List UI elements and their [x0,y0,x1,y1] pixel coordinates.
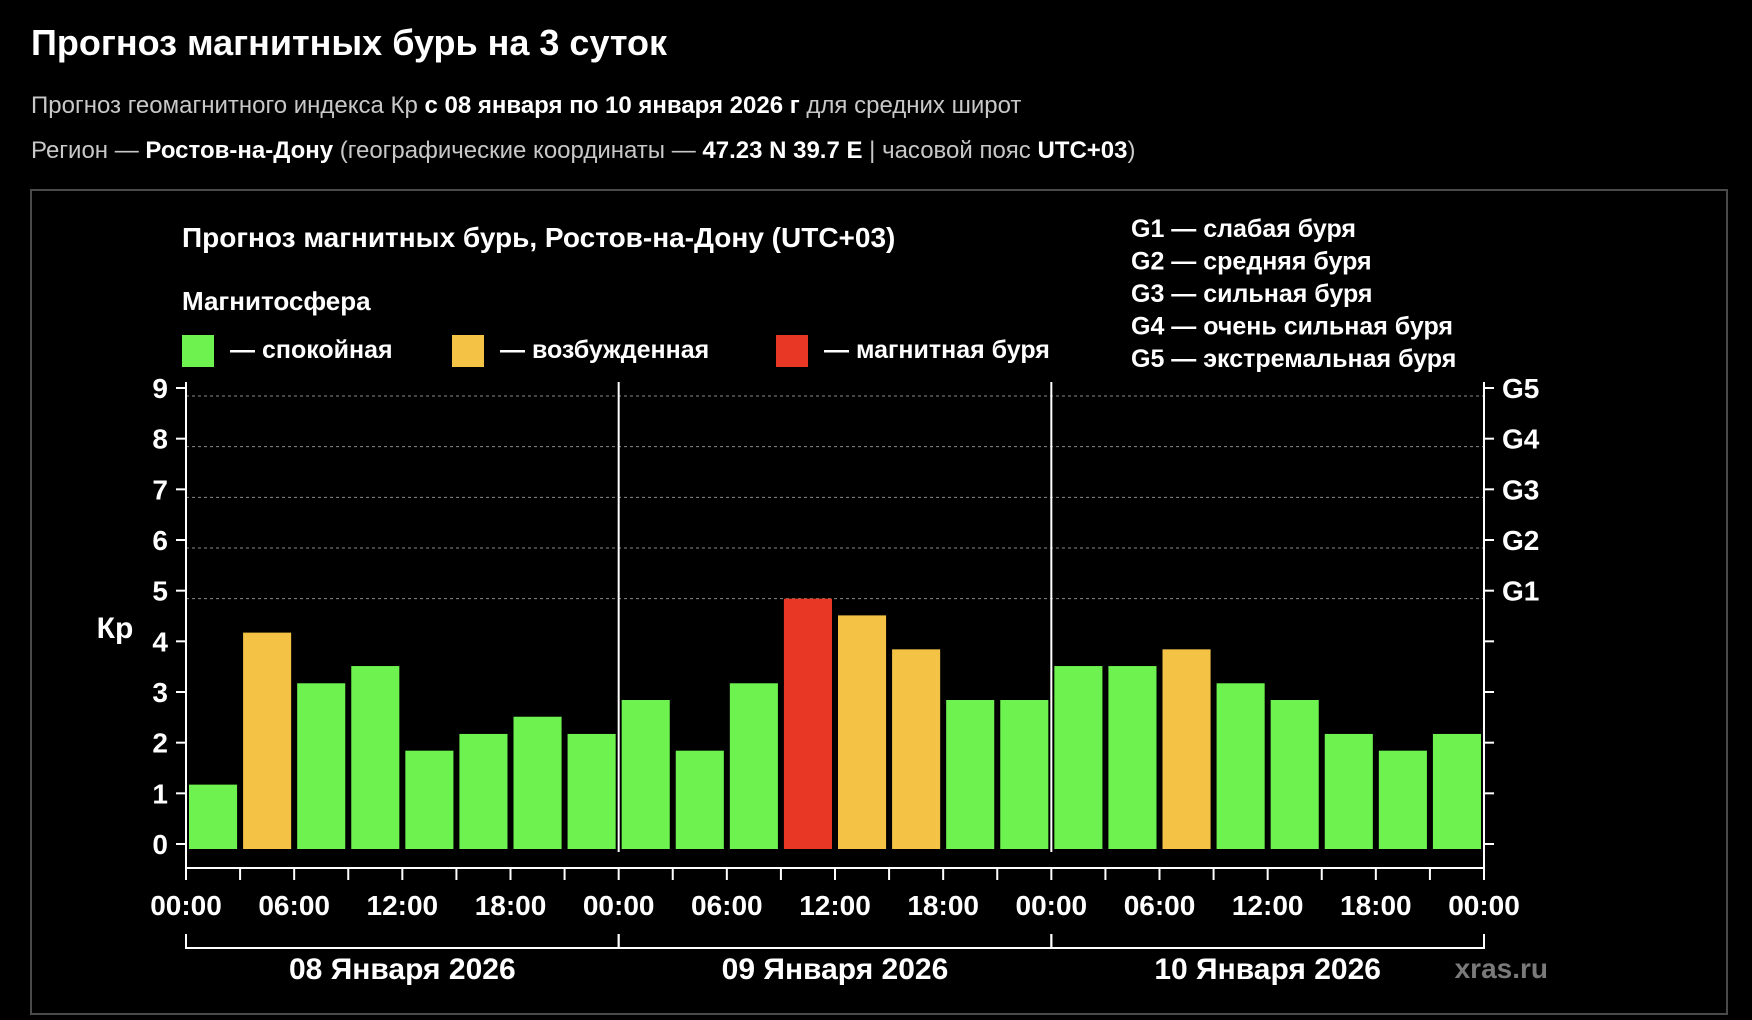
kp-bar [1432,733,1481,849]
kp-bar [621,700,670,849]
x-tick-label: 00:00 [1448,890,1520,921]
day-bracket [617,934,1053,949]
kp-bar [675,750,724,849]
g-level-label: G5 [1502,373,1539,404]
coords-prefix: (географические координаты — [333,137,703,164]
kp-bar [892,649,941,849]
region-prefix: Регион — [31,137,146,164]
x-tick-label: 00:00 [583,890,655,921]
kp-bar [567,733,616,849]
kp-bar [1378,750,1427,849]
legend-swatch-1 [452,335,484,367]
date-range: с 08 января по 10 января 2026 г [424,92,800,119]
day-label: 10 Января 2026 [1154,953,1381,986]
y-tick-label: 6 [152,525,168,556]
kp-bar [1270,700,1319,849]
y-tick-label: 1 [152,778,168,809]
y-tick-label: 9 [152,373,168,404]
legend-label-1: — возбужденная [500,336,709,364]
x-tick-label: 18:00 [907,890,979,921]
legend-label-2: — магнитная буря [824,336,1050,364]
kp-bar [189,784,238,849]
legend-swatch-2 [776,335,808,367]
x-tick-label: 18:00 [475,890,547,921]
x-tick-label: 06:00 [691,890,763,921]
legend-label-0: — спокойная [230,336,393,364]
y-tick-label: 8 [152,424,168,455]
x-tick-label: 00:00 [1016,890,1088,921]
chart-title: Прогноз магнитных бурь, Ростов-на-Дону (… [182,222,895,253]
watermark: xras.ru [1455,953,1548,984]
kp-bar [1054,666,1103,849]
g-legend-item-2: G3 — сильная буря [1131,280,1373,308]
g-legend-item-3: G4 — очень сильная буря [1131,313,1453,341]
g-level-label: G4 [1502,424,1540,455]
y-tick-label: 5 [152,576,168,607]
x-tick-label: 18:00 [1340,890,1412,921]
g-level-label: G3 [1502,474,1539,505]
kp-bar [946,700,995,849]
kp-bar [351,666,400,849]
y-tick-label: 7 [152,474,168,505]
day-bracket [185,934,620,949]
kp-bar [783,598,832,849]
kp-bar [729,683,778,849]
x-tick-label: 12:00 [799,890,871,921]
kp-bar [1162,649,1211,849]
y-tick-label: 2 [152,728,168,759]
kp-bar [1324,733,1373,849]
kp-bar [459,733,508,849]
day-bracket [1050,934,1485,949]
magnetosphere-title: Магнитосфера [182,286,371,316]
y-tick-label: 0 [152,829,168,860]
g-legend-item-0: G1 — слабая буря [1131,215,1356,243]
y-tick-label: 4 [152,626,168,657]
kp-bar [1108,666,1157,849]
day-label: 08 Января 2026 [289,953,516,986]
g-level-label: G1 [1502,576,1539,607]
g-level-label: G2 [1502,525,1539,556]
y-tick-label: 3 [152,677,168,708]
x-tick-label: 00:00 [150,890,222,921]
kp-bar [838,615,887,849]
forecast-description: Прогноз геомагнитного индекса Кр с 08 ян… [31,92,1021,120]
timezone-prefix: | часовой пояс [862,137,1038,164]
coordinates: 47.23 N 39.7 E [702,137,863,164]
kp-bar [1216,683,1265,849]
y-axis-title: Кр [97,612,134,645]
kp-bar [243,632,292,849]
timezone: UTC+03 [1037,137,1128,164]
kp-bar [1000,700,1049,849]
kp-bar [405,750,454,849]
kp-bar [297,683,346,849]
description-prefix: Прогноз геомагнитного индекса Кр [31,92,425,119]
region-name: Ростов-на-Дону [145,137,334,164]
region-info-end: ) [1127,137,1136,164]
region-info: Регион — Ростов-на-Дону (географические … [31,137,1136,165]
x-tick-label: 06:00 [1124,890,1196,921]
description-suffix: для средних широт [799,92,1022,119]
x-tick-label: 06:00 [258,890,330,921]
legend-swatch-0 [182,335,214,367]
page-title: Прогноз магнитных бурь на 3 суток [31,22,668,63]
x-tick-label: 12:00 [367,890,439,921]
g-legend-item-4: G5 — экстремальная буря [1131,345,1456,373]
g-legend-item-1: G2 — средняя буря [1131,248,1372,276]
x-tick-label: 12:00 [1232,890,1304,921]
kp-bar [513,716,562,849]
chart-panel [30,189,1728,1015]
day-label: 09 Января 2026 [722,953,949,986]
